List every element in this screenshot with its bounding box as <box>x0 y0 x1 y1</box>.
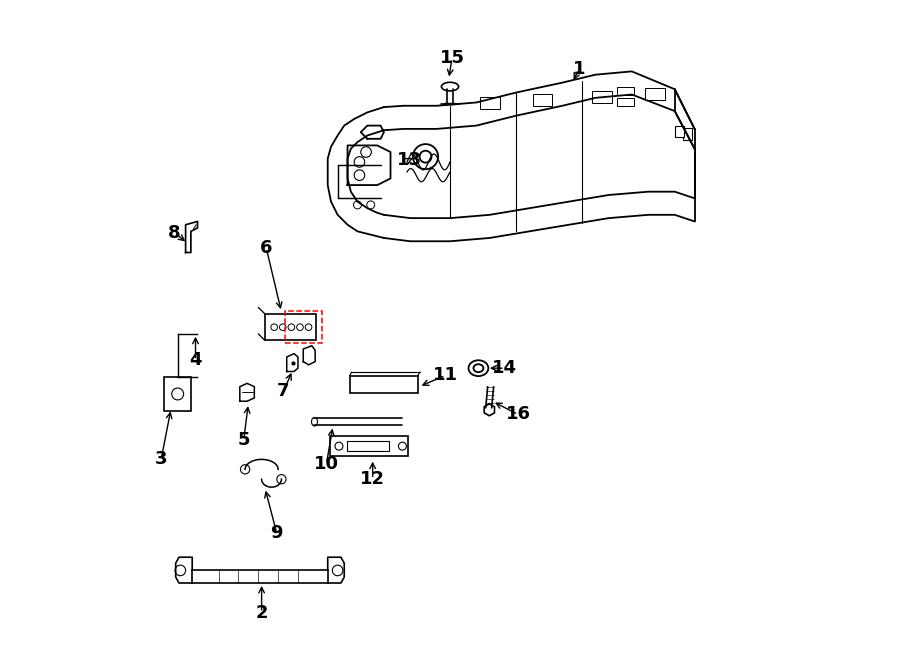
Bar <box>683 128 692 140</box>
Circle shape <box>419 151 431 163</box>
Text: 6: 6 <box>260 239 273 257</box>
Circle shape <box>361 147 372 157</box>
Text: 15: 15 <box>439 49 464 67</box>
Bar <box>480 97 500 109</box>
Circle shape <box>355 170 365 180</box>
Text: 4: 4 <box>189 351 202 369</box>
Text: 8: 8 <box>168 223 181 242</box>
Circle shape <box>305 324 312 330</box>
Text: 11: 11 <box>433 366 458 385</box>
Circle shape <box>240 465 249 474</box>
Circle shape <box>297 324 303 330</box>
Bar <box>592 91 612 103</box>
Text: 10: 10 <box>314 455 339 473</box>
Circle shape <box>366 201 374 209</box>
Bar <box>346 441 389 451</box>
Text: 14: 14 <box>492 359 517 377</box>
Text: 13: 13 <box>397 151 421 169</box>
Text: 1: 1 <box>572 60 585 79</box>
Circle shape <box>175 565 185 576</box>
Bar <box>645 88 665 100</box>
Bar <box>265 314 317 340</box>
Circle shape <box>355 157 365 167</box>
Circle shape <box>288 324 294 330</box>
Circle shape <box>277 475 286 484</box>
Bar <box>165 377 191 411</box>
Bar <box>617 87 634 95</box>
Text: 12: 12 <box>360 470 385 488</box>
Ellipse shape <box>441 82 459 91</box>
Bar <box>533 95 553 106</box>
Ellipse shape <box>469 360 489 376</box>
Text: 7: 7 <box>277 382 290 401</box>
Circle shape <box>172 388 184 400</box>
Text: 9: 9 <box>271 524 284 543</box>
Ellipse shape <box>311 418 318 426</box>
Circle shape <box>280 324 286 330</box>
Bar <box>284 311 322 343</box>
Bar <box>329 436 408 456</box>
Bar <box>349 376 418 393</box>
Text: 16: 16 <box>506 405 531 424</box>
Text: 5: 5 <box>238 430 250 449</box>
Circle shape <box>413 144 438 169</box>
Text: 2: 2 <box>256 603 268 622</box>
Text: 3: 3 <box>155 450 167 469</box>
Circle shape <box>271 324 277 330</box>
Circle shape <box>335 442 343 450</box>
Bar <box>617 98 634 106</box>
Circle shape <box>399 442 407 450</box>
Ellipse shape <box>473 364 483 372</box>
Bar <box>675 126 684 137</box>
Circle shape <box>332 565 343 576</box>
Circle shape <box>354 201 362 209</box>
